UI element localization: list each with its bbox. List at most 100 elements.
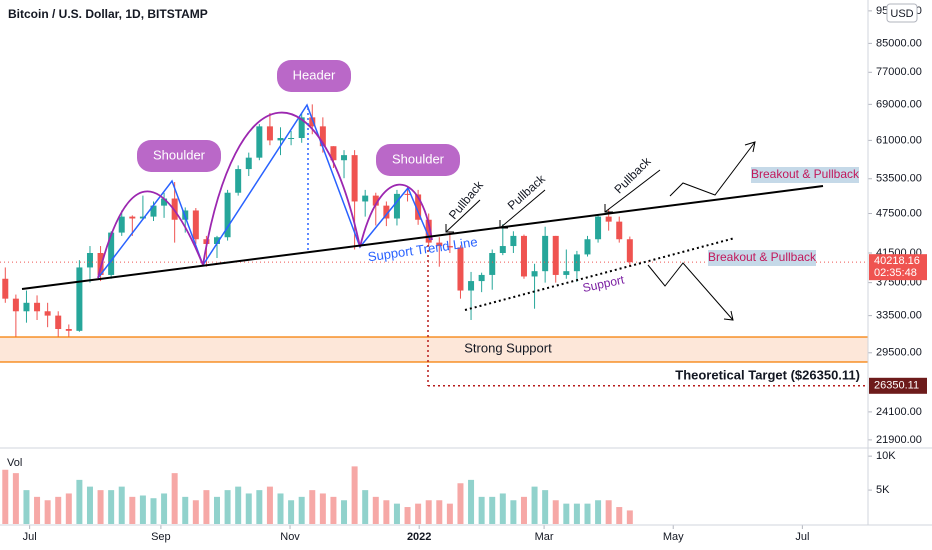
candle-body: [298, 117, 305, 139]
candle-body: [161, 198, 168, 206]
arrow-head: [604, 204, 613, 213]
annotation: Shoulder: [153, 147, 206, 162]
neckline: [21, 185, 824, 290]
candle-body: [224, 192, 231, 238]
bubble: [277, 60, 351, 92]
y-tick-label: 47500.00: [876, 207, 922, 219]
y-tick-label: 77000.00: [876, 66, 922, 78]
candle-body: [55, 315, 62, 330]
candle-body: [499, 246, 506, 254]
candle-body: [351, 155, 358, 202]
pullback-arrow: [604, 169, 661, 213]
bubble: [137, 140, 221, 172]
axis-labels: 95000.0085000.0077000.0069000.0061000.00…: [23, 5, 927, 543]
candle-body: [139, 216, 146, 219]
annotation: Breakout & Pullback: [708, 250, 817, 264]
candle-body: [478, 274, 485, 282]
chart-title: Bitcoin / U.S. Dollar, 1D, BITSTAMP: [8, 7, 208, 21]
candle-body: [468, 281, 475, 291]
candle-body: [150, 205, 157, 217]
y-tick-label: 85000.00: [876, 37, 922, 49]
candle-body: [446, 246, 453, 248]
candle-body: [171, 198, 178, 220]
x-tick-label: Nov: [280, 531, 300, 543]
candle-body: [372, 195, 379, 206]
x-tick-label: Jul: [23, 531, 37, 543]
y-tick-label: 29500.00: [876, 347, 922, 359]
candle-body: [65, 329, 72, 331]
candle-body: [425, 219, 432, 243]
candle-body: [542, 235, 549, 272]
annotation: Breakout & Pullback: [751, 167, 860, 181]
annotation: Shoulder: [392, 151, 445, 166]
y-tick-label: 69000.00: [876, 98, 922, 110]
candle-body: [76, 267, 83, 331]
arrow-head: [445, 224, 454, 233]
x-tick-label: Sep: [151, 531, 171, 543]
support-line: [464, 237, 736, 311]
arrow-head: [499, 220, 508, 229]
vol-tick-label: 5K: [876, 484, 890, 496]
candle-body: [605, 216, 612, 222]
annotation: Header: [293, 67, 336, 82]
last-price-box: [869, 254, 927, 281]
y-tick-label: 53500.00: [876, 173, 922, 185]
candle-body: [2, 278, 9, 299]
candle-body: [86, 253, 93, 268]
candle-body: [510, 235, 517, 247]
candle-body: [436, 242, 443, 247]
candle-body: [266, 126, 273, 141]
candle-body: [489, 253, 496, 275]
annotation: Strong Support: [464, 340, 552, 355]
candle-body: [330, 146, 337, 161]
candle-body: [404, 193, 411, 195]
currency-badge[interactable]: [886, 3, 918, 23]
candle-body: [309, 117, 316, 127]
pullback-arrow: [499, 189, 546, 229]
candle-body: [563, 271, 570, 275]
candle-body: [34, 302, 41, 312]
countdown: 02:35:48: [874, 267, 917, 279]
candle-body: [118, 216, 125, 233]
bubble: [376, 144, 460, 176]
y-tick-label: 21900.00: [876, 434, 922, 446]
candle-body: [341, 155, 348, 161]
candle-body: [595, 216, 602, 240]
candle-body: [457, 247, 464, 291]
candle-body: [97, 253, 104, 275]
currency[interactable]: USD: [890, 8, 913, 20]
candle-body: [415, 194, 422, 220]
y-tick-label: 24100.00: [876, 406, 922, 418]
candle-body: [129, 216, 136, 219]
label-bg: [751, 167, 859, 183]
support-band: [0, 337, 868, 362]
arrow: [669, 141, 756, 197]
x-tick-label: Jul: [795, 531, 809, 543]
arcs: [97, 111, 433, 279]
volume-label: Vol: [7, 457, 22, 469]
candle-body: [626, 239, 633, 263]
candle-body: [214, 237, 220, 244]
zigzag: [97, 103, 431, 279]
candle-body: [192, 210, 199, 240]
x-tick-label: 2022: [407, 531, 431, 543]
candle-body: [552, 235, 559, 275]
target-box: [869, 377, 927, 394]
candle-body: [256, 126, 263, 158]
x-tick-label: Mar: [535, 531, 554, 543]
candle-body: [44, 311, 51, 316]
arrow: [647, 262, 734, 321]
candle-body: [520, 235, 527, 277]
candle-body: [584, 239, 591, 255]
candle-body: [573, 254, 580, 272]
annotation: Support: [581, 272, 626, 295]
candle-body: [245, 157, 252, 170]
last-price: 40218.16: [874, 255, 920, 267]
arrow-head: [723, 310, 734, 321]
annotation: Theoretical Target ($26350.11): [675, 367, 860, 382]
candle-body: [235, 169, 242, 193]
candle-body: [393, 193, 400, 219]
candle-body: [616, 221, 623, 240]
candle-body: [531, 271, 538, 277]
